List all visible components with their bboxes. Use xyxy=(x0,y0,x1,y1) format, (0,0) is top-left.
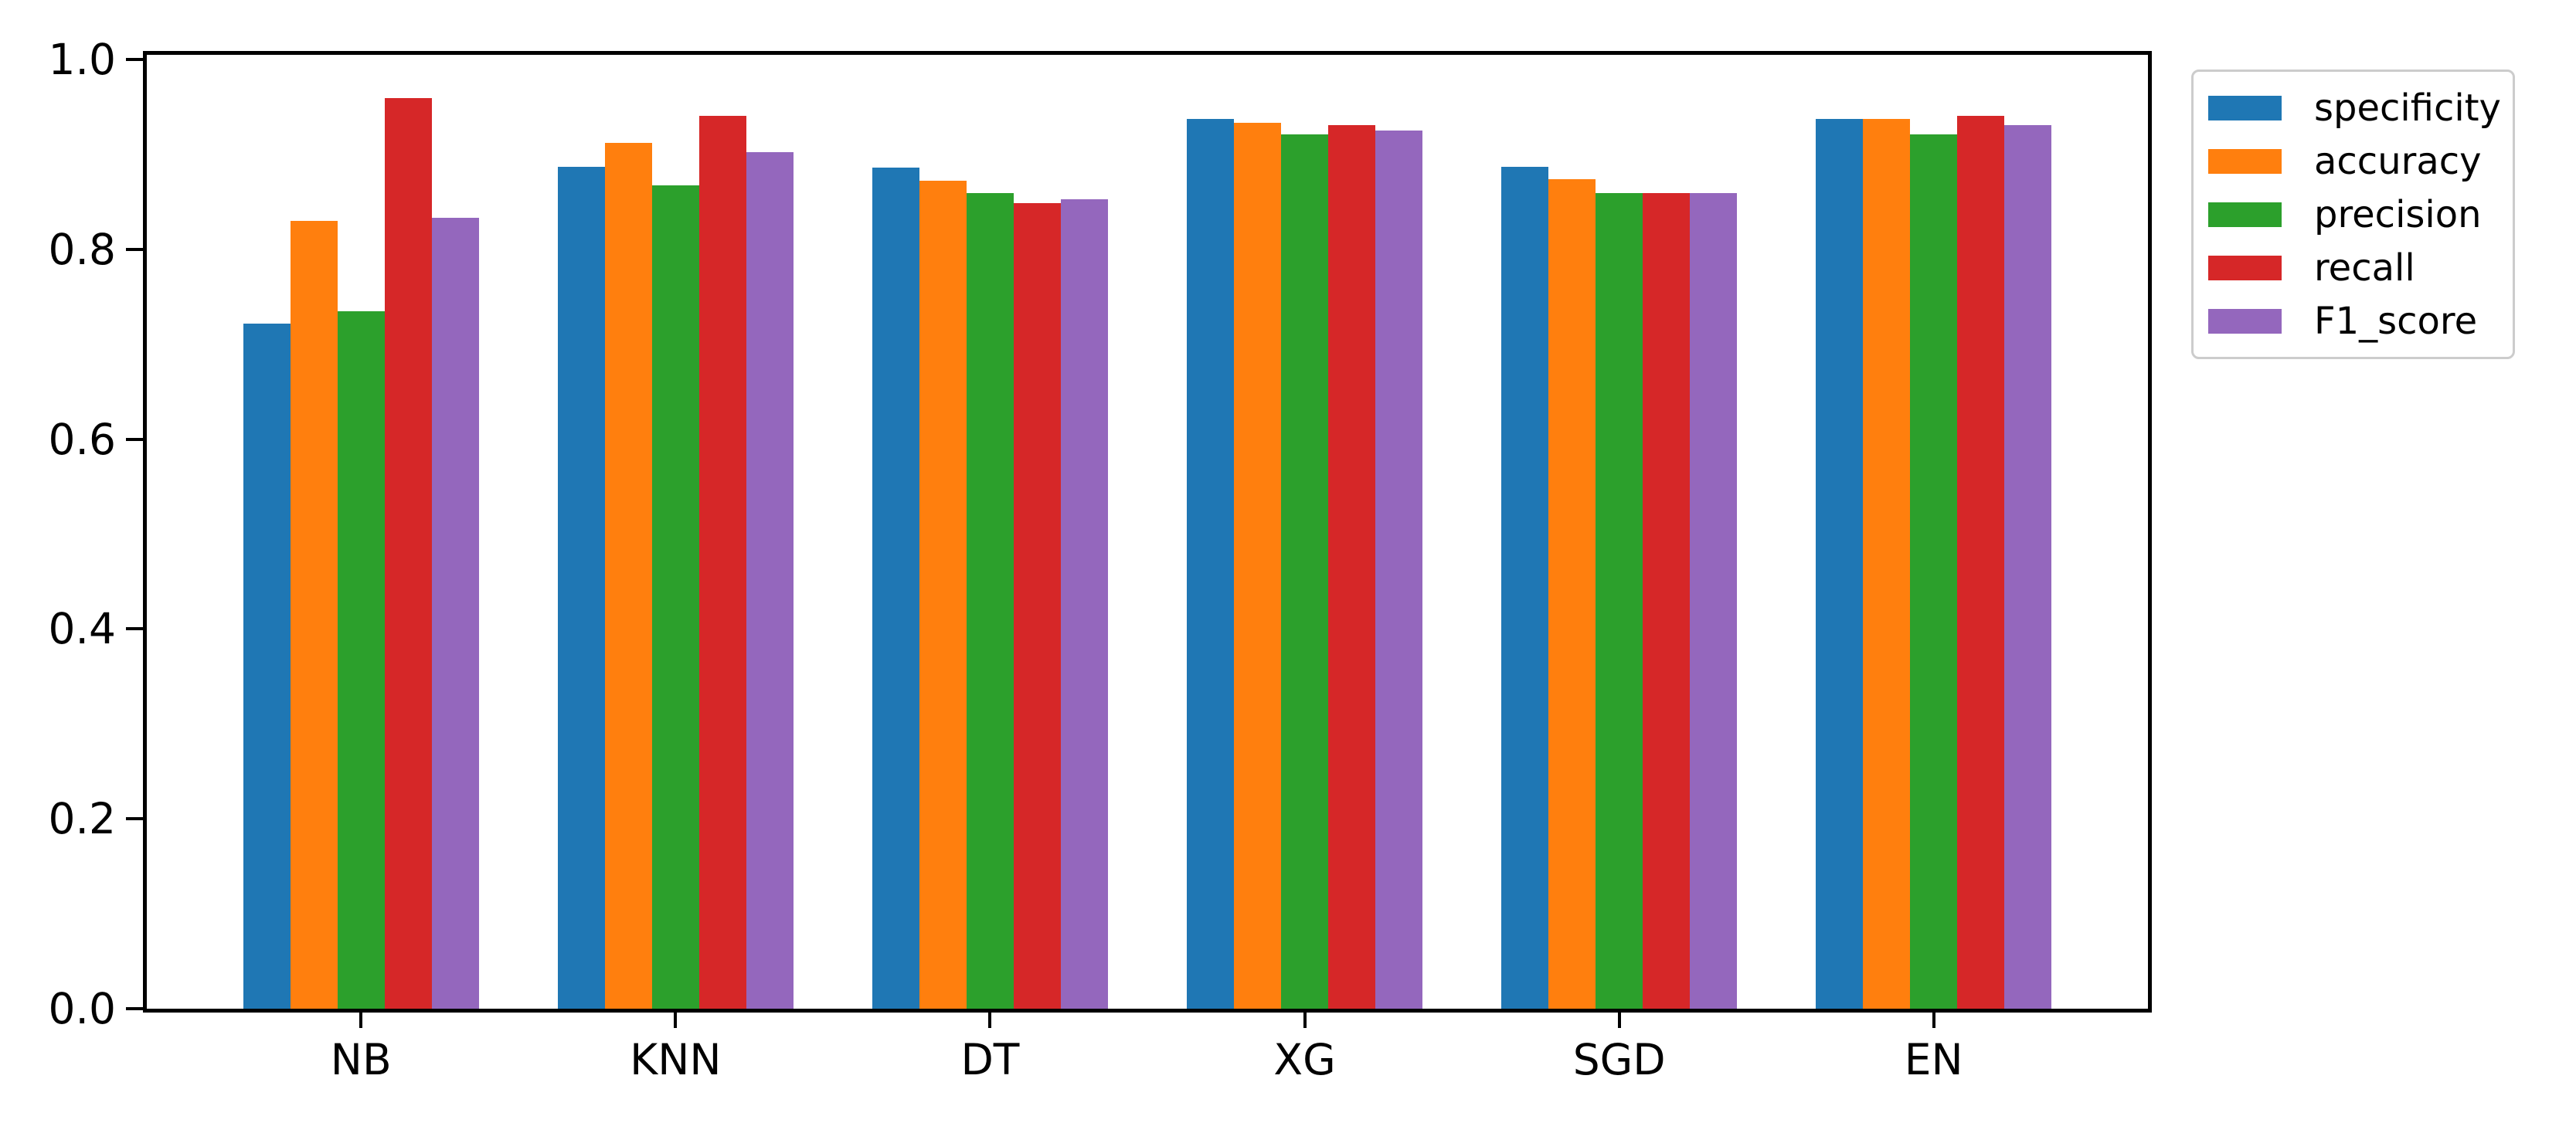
legend-item-recall: recall xyxy=(2208,241,2505,294)
plot-area xyxy=(143,51,2152,1013)
legend-item-accuracy: accuracy xyxy=(2208,134,2505,188)
x-tick-label-XG: XG xyxy=(1273,1035,1336,1084)
legend-label-recall: recall xyxy=(2314,246,2415,290)
bar-DT-F1_score xyxy=(1061,198,1109,1009)
y-tick-label: 0.8 xyxy=(48,224,116,274)
bar-NB-precision xyxy=(337,310,385,1009)
bar-DT-recall xyxy=(1013,202,1062,1009)
y-tick-mark xyxy=(126,1007,143,1010)
legend-swatch-precision-icon xyxy=(2208,202,2282,227)
y-tick-mark xyxy=(126,627,143,631)
bar-SGD-precision xyxy=(1596,193,1643,1009)
legend-swatch-F1_score-icon xyxy=(2208,308,2282,334)
legend-label-specificity: specificity xyxy=(2314,86,2501,130)
x-tick-label-KNN: KNN xyxy=(630,1035,722,1084)
y-tick-mark xyxy=(126,817,143,821)
bar-EN-precision xyxy=(1910,134,1958,1009)
legend-swatch-recall-icon xyxy=(2208,255,2282,280)
legend-label-F1_score: F1_score xyxy=(2314,299,2478,343)
bar-KNN-specificity xyxy=(557,166,605,1009)
x-tick-mark xyxy=(1617,1013,1621,1028)
y-tick-mark xyxy=(126,58,143,61)
y-tick-mark xyxy=(126,437,143,441)
y-tick-label: 0.0 xyxy=(48,984,116,1033)
x-tick-mark xyxy=(674,1013,678,1028)
legend: specificity accuracy precision recall F1_sco… xyxy=(2191,70,2515,359)
y-tick-label: 0.2 xyxy=(48,794,116,844)
legend-swatch-specificity-icon xyxy=(2208,95,2282,120)
bar-KNN-precision xyxy=(651,185,699,1009)
y-tick-label: 0.6 xyxy=(48,414,116,464)
legend-item-precision: precision xyxy=(2208,188,2505,241)
x-tick-label-DT: DT xyxy=(960,1035,1020,1084)
bar-SGD-F1_score xyxy=(1690,193,1738,1009)
y-tick-mark xyxy=(126,247,143,251)
bar-XG-F1_score xyxy=(1375,131,1423,1009)
legend-item-specificity: specificity xyxy=(2208,81,2505,134)
bar-EN-recall xyxy=(1957,115,2005,1009)
x-tick-label-NB: NB xyxy=(330,1035,392,1084)
bar-XG-specificity xyxy=(1186,119,1234,1009)
bar-DT-accuracy xyxy=(919,181,967,1009)
y-tick-label: 1.0 xyxy=(48,35,116,84)
bar-SGD-recall xyxy=(1643,193,1691,1009)
y-tick-label: 0.4 xyxy=(48,604,116,654)
bar-KNN-recall xyxy=(698,115,746,1009)
bar-XG-recall xyxy=(1328,124,1376,1009)
x-tick-mark xyxy=(359,1013,363,1028)
bar-KNN-F1_score xyxy=(746,152,794,1009)
bar-DT-specificity xyxy=(872,168,919,1009)
bar-SGD-accuracy xyxy=(1548,178,1596,1009)
bar-NB-F1_score xyxy=(431,218,479,1009)
legend-label-accuracy: accuracy xyxy=(2314,139,2482,183)
bar-EN-F1_score xyxy=(2004,124,2052,1009)
x-tick-label-SGD: SGD xyxy=(1572,1035,1666,1084)
legend-label-precision: precision xyxy=(2314,192,2482,236)
bar-DT-precision xyxy=(966,193,1014,1009)
legend-item-F1_score: F1_score xyxy=(2208,294,2505,348)
bar-NB-recall xyxy=(384,98,432,1009)
bar-NB-specificity xyxy=(243,323,291,1009)
x-tick-mark xyxy=(1932,1013,1935,1028)
x-tick-mark xyxy=(988,1013,992,1028)
legend-swatch-accuracy-icon xyxy=(2208,148,2282,174)
bar-NB-accuracy xyxy=(290,220,338,1009)
bar-XG-precision xyxy=(1281,134,1329,1009)
x-tick-label-EN: EN xyxy=(1904,1035,1963,1084)
bar-KNN-accuracy xyxy=(604,143,652,1009)
bar-XG-accuracy xyxy=(1233,123,1282,1009)
bar-EN-accuracy xyxy=(1863,119,1911,1009)
bar-SGD-specificity xyxy=(1500,166,1549,1009)
bar-EN-specificity xyxy=(1816,119,1864,1009)
x-tick-mark xyxy=(1303,1013,1307,1028)
